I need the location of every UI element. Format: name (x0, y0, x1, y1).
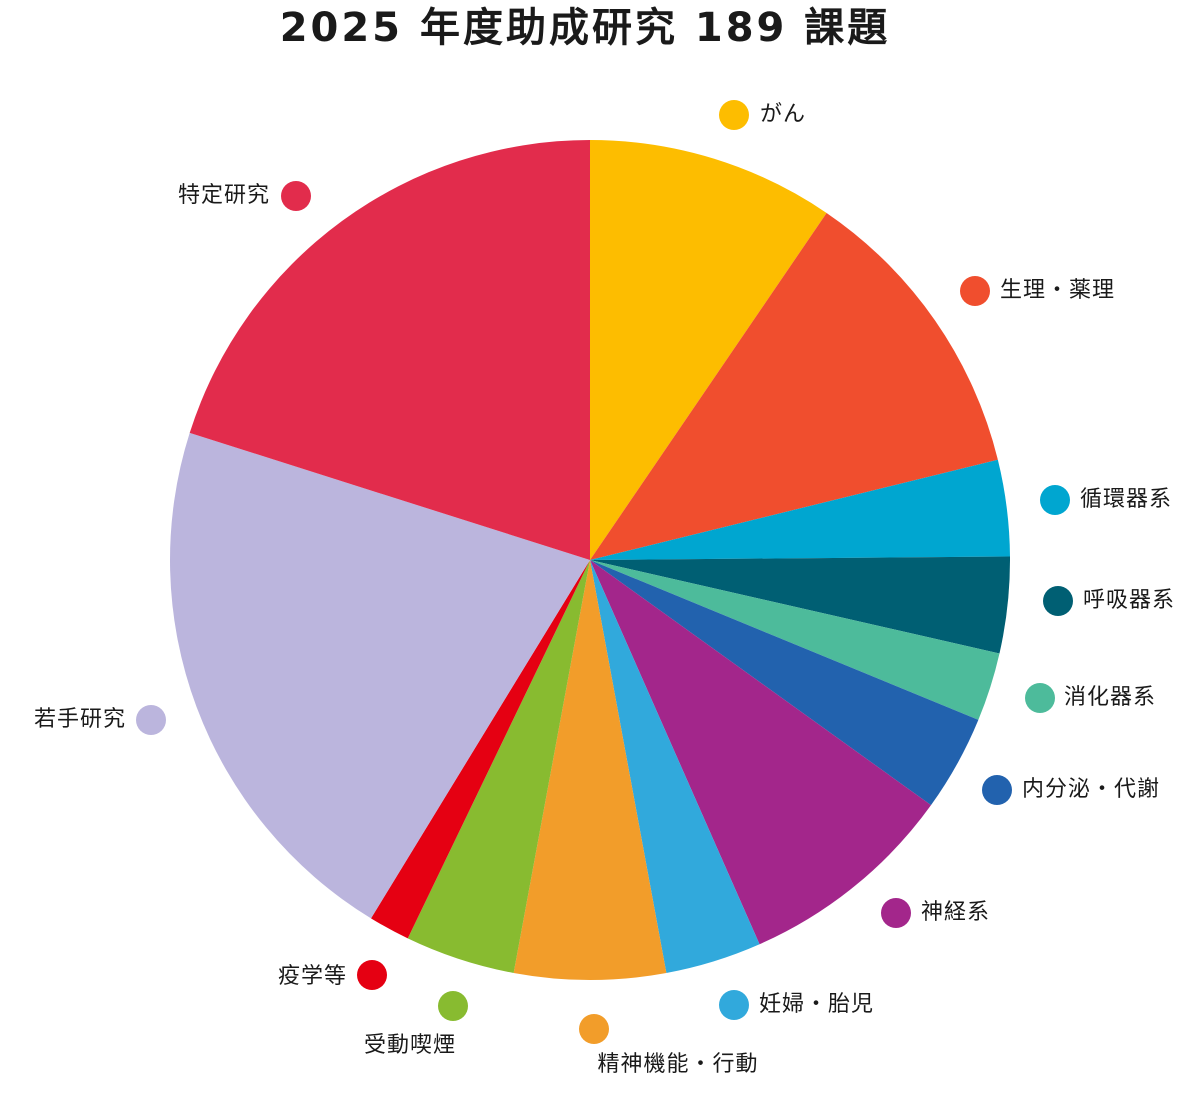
legend-dot (719, 990, 749, 1020)
legend-dot (960, 276, 990, 306)
slice-label: 神経系 (921, 900, 990, 925)
pie-slice (590, 459, 1010, 560)
legend-dot (1040, 485, 1070, 515)
slice-label: 循環器系 (1080, 487, 1172, 512)
pie-slice (189, 140, 591, 560)
pie-slice (590, 140, 827, 560)
slice-label: 生理・薬理 (1000, 278, 1115, 303)
pie-slice (513, 560, 667, 981)
legend-dot (982, 775, 1012, 805)
slice-label: 内分泌・代謝 (1022, 777, 1160, 802)
legend-dot (719, 100, 749, 130)
legend-dot (357, 960, 387, 990)
pie-slice (590, 556, 1010, 654)
slice-label: 呼吸器系 (1083, 588, 1175, 613)
slice-label: 妊婦・胎児 (759, 992, 874, 1017)
pie-slice (590, 560, 1000, 720)
slice-label: がん (760, 102, 806, 127)
pie-slice (590, 560, 932, 945)
slice-label: 精神機能・行動 (597, 1052, 758, 1077)
chart-title: 2025 年度助成研究 189 課題 (280, 5, 891, 51)
slice-label: 若手研究 (34, 707, 126, 732)
legend-dot (1043, 586, 1073, 616)
pie-slice (169, 432, 590, 919)
pie-slice (590, 560, 760, 973)
slice-label: 特定研究 (178, 183, 270, 208)
legend-dot (881, 898, 911, 928)
legend-dot (281, 181, 311, 211)
legend-dot (136, 705, 166, 735)
pie-slice (590, 560, 979, 806)
slice-label: 消化器系 (1064, 685, 1156, 710)
legend-dot (579, 1014, 609, 1044)
pie-slice (407, 560, 590, 973)
slice-label: 疫学等 (278, 964, 347, 989)
pie-slice (590, 212, 998, 560)
slice-label: 受動喫煙 (364, 1033, 456, 1058)
legend-dot (438, 991, 468, 1021)
pie-slice (370, 560, 590, 939)
legend-dot (1025, 683, 1055, 713)
